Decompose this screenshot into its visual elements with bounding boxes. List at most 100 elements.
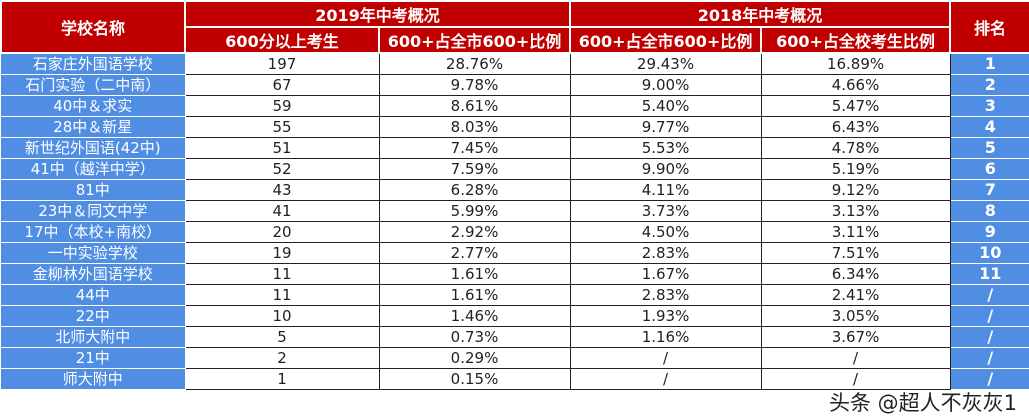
table-row: 新世纪外国语(42中) 51 7.45% 5.53% 4.78% 5 [1,137,1029,159]
table-row: 81中 43 6.28% 4.11% 9.12% 7 [1,179,1029,201]
school-ratio-2018-cell: 6.34% [760,263,951,285]
table-row: 28中＆新星 55 8.03% 9.77% 6.43% 4 [1,116,1029,138]
city-ratio-2018-cell: / [569,347,762,369]
table-row: 北师大附中 5 0.73% 1.16% 3.67% / [1,326,1029,348]
school-ratio-2018-cell: 6.43% [760,116,951,138]
count-2019-cell: 67 [184,74,380,96]
school-name-cell: 17中（本校+南校） [1,221,186,243]
rank-cell: / [949,368,1029,390]
count-2019-cell: 5 [184,326,380,348]
city-ratio-2018-cell: 1.93% [569,305,762,327]
city-ratio-2018-cell: 2.83% [569,284,762,306]
city-ratio-2019-cell: 2.77% [378,242,571,264]
count-2019-cell: 41 [184,200,380,222]
school-name-cell: 23中＆同文中学 [1,200,186,222]
school-name-cell: 81中 [1,179,186,201]
rank-cell: 11 [949,263,1029,285]
header-2019-count: 600分以上考生 [184,26,380,54]
table-row: 石家庄外国语学校 197 28.76% 29.43% 16.89% 1 [1,52,1029,75]
rank-cell: 3 [949,95,1029,117]
rank-cell: 9 [949,221,1029,243]
count-2019-cell: 51 [184,137,380,159]
school-ratio-2018-cell: 2.41% [760,284,951,306]
count-2019-cell: 43 [184,179,380,201]
header-rank: 排名 [949,0,1029,54]
city-ratio-2019-cell: 2.92% [378,221,571,243]
school-name-cell: 22中 [1,305,186,327]
count-2019-cell: 2 [184,347,380,369]
city-ratio-2018-cell: 4.11% [569,179,762,201]
table-row: 一中实验学校 19 2.77% 2.83% 7.51% 10 [1,242,1029,264]
city-ratio-2019-cell: 1.61% [378,284,571,306]
city-ratio-2018-cell: 29.43% [569,52,762,75]
city-ratio-2019-cell: 6.28% [378,179,571,201]
rank-cell: 4 [949,116,1029,138]
city-ratio-2018-cell: 9.90% [569,158,762,180]
table-row: 22中 10 1.46% 1.93% 3.05% / [1,305,1029,327]
table-body: 石家庄外国语学校 197 28.76% 29.43% 16.89% 1 石门实验（二中南） 6… [1,52,1029,390]
school-ratio-2018-cell: 3.05% [760,305,951,327]
city-ratio-2018-cell: 3.73% [569,200,762,222]
school-name-cell: 28中＆新星 [1,116,186,138]
table-row: 41中（越洋中学） 52 7.59% 9.90% 5.19% 6 [1,158,1029,180]
rank-cell: / [949,347,1029,369]
school-name-cell: 44中 [1,284,186,306]
school-ratio-2018-cell: 9.12% [760,179,951,201]
header-2019-city-ratio: 600+占全市600+比例 [377,26,572,54]
city-ratio-2018-cell: 4.50% [569,221,762,243]
watermark-text: 头条 @超人不灰灰1 [828,391,1017,415]
city-ratio-2018-cell: 5.53% [569,137,762,159]
school-ratio-2018-cell: 4.78% [760,137,951,159]
table-row: 17中（本校+南校） 20 2.92% 4.50% 3.11% 9 [1,221,1029,243]
school-ratio-2018-cell: 5.19% [760,158,951,180]
school-ratio-2018-cell: / [760,368,951,390]
city-ratio-2018-cell: 1.67% [569,263,762,285]
table-row: 石门实验（二中南） 67 9.78% 9.00% 4.66% 2 [1,74,1029,96]
school-name-cell: 40中＆求实 [1,95,186,117]
count-2019-cell: 52 [184,158,380,180]
rank-cell: 2 [949,74,1029,96]
school-name-cell: 师大附中 [1,368,186,390]
school-ratio-2018-cell: 4.66% [760,74,951,96]
table-row: 师大附中 1 0.15% / / / [1,368,1029,390]
school-name-cell: 21中 [1,347,186,369]
city-ratio-2019-cell: 0.15% [378,368,571,390]
school-ratio-2018-cell: 3.11% [760,221,951,243]
count-2019-cell: 55 [184,116,380,138]
count-2019-cell: 1 [184,368,380,390]
table-row: 40中＆求实 59 8.61% 5.40% 5.47% 3 [1,95,1029,117]
rank-cell: / [949,326,1029,348]
rank-cell: 5 [949,137,1029,159]
school-ratio-2018-cell: 3.13% [760,200,951,222]
city-ratio-2019-cell: 1.61% [378,263,571,285]
city-ratio-2019-cell: 0.29% [378,347,571,369]
school-ratio-2018-cell: / [760,347,951,369]
city-ratio-2019-cell: 28.76% [378,52,571,75]
school-ratio-2018-cell: 3.67% [760,326,951,348]
count-2019-cell: 59 [184,95,380,117]
rank-cell: 6 [949,158,1029,180]
city-ratio-2019-cell: 1.46% [378,305,571,327]
header-school-name: 学校名称 [0,0,186,54]
school-ratio-2018-cell: 7.51% [760,242,951,264]
school-name-cell: 北师大附中 [1,326,186,348]
header-2018-school-ratio: 600+占全校考生比例 [760,26,952,54]
table-row: 44中 11 1.61% 2.83% 2.41% / [1,284,1029,306]
table-row: 金柳林外国语学校 11 1.61% 1.67% 6.34% 11 [1,263,1029,285]
city-ratio-2018-cell: / [569,368,762,390]
school-stats-table: 学校名称 2019年中考概况 2018年中考概况 排名 600分以上考生 600… [0,0,1029,390]
count-2019-cell: 197 [184,52,380,75]
city-ratio-2019-cell: 5.99% [378,200,571,222]
city-ratio-2018-cell: 9.00% [569,74,762,96]
city-ratio-2018-cell: 5.40% [569,95,762,117]
school-name-cell: 石门实验（二中南） [1,74,186,96]
city-ratio-2019-cell: 8.61% [378,95,571,117]
city-ratio-2018-cell: 2.83% [569,242,762,264]
school-ratio-2018-cell: 5.47% [760,95,951,117]
city-ratio-2019-cell: 0.73% [378,326,571,348]
count-2019-cell: 11 [184,263,380,285]
city-ratio-2018-cell: 9.77% [569,116,762,138]
school-name-cell: 41中（越洋中学） [1,158,186,180]
school-name-cell: 一中实验学校 [1,242,186,264]
city-ratio-2019-cell: 9.78% [378,74,571,96]
